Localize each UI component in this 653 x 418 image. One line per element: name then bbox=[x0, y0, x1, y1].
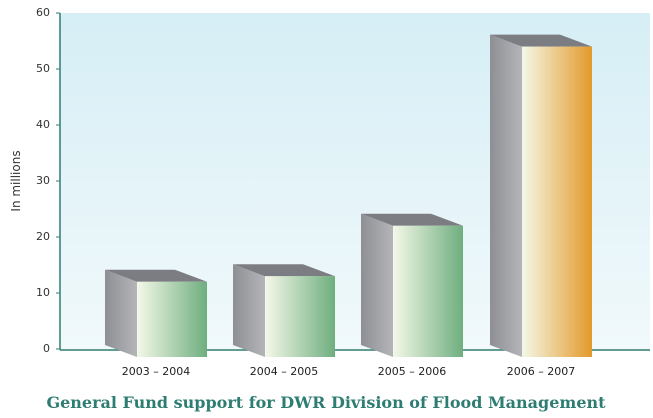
y-axis-label: In millions bbox=[9, 150, 23, 211]
chart-title: General Fund support for DWR Division of… bbox=[46, 393, 606, 412]
bar bbox=[522, 46, 592, 357]
y-tick-label: 40 bbox=[36, 118, 50, 131]
y-tick-label: 20 bbox=[36, 230, 50, 243]
x-tick-label: 2006 – 2007 bbox=[507, 365, 575, 378]
bar-top bbox=[361, 213, 463, 226]
x-tick-label: 2004 – 2005 bbox=[250, 365, 318, 378]
y-tick-label: 30 bbox=[36, 174, 50, 187]
y-tick-label: 10 bbox=[36, 286, 50, 299]
bar-side bbox=[361, 213, 393, 357]
y-tick-label: 0 bbox=[43, 342, 50, 355]
y-tick-label: 60 bbox=[36, 6, 50, 19]
bar bbox=[393, 225, 463, 357]
bar-side bbox=[490, 34, 522, 357]
bar bbox=[137, 281, 207, 357]
y-tick-label: 50 bbox=[36, 62, 50, 75]
bar-top bbox=[490, 34, 592, 47]
bar-side bbox=[105, 269, 137, 357]
x-tick-label: 2003 – 2004 bbox=[122, 365, 190, 378]
x-tick-label: 2005 – 2006 bbox=[378, 365, 446, 378]
bar-top bbox=[233, 264, 335, 277]
bar-side bbox=[233, 264, 265, 357]
bar bbox=[265, 276, 335, 357]
bar-top bbox=[105, 269, 207, 282]
